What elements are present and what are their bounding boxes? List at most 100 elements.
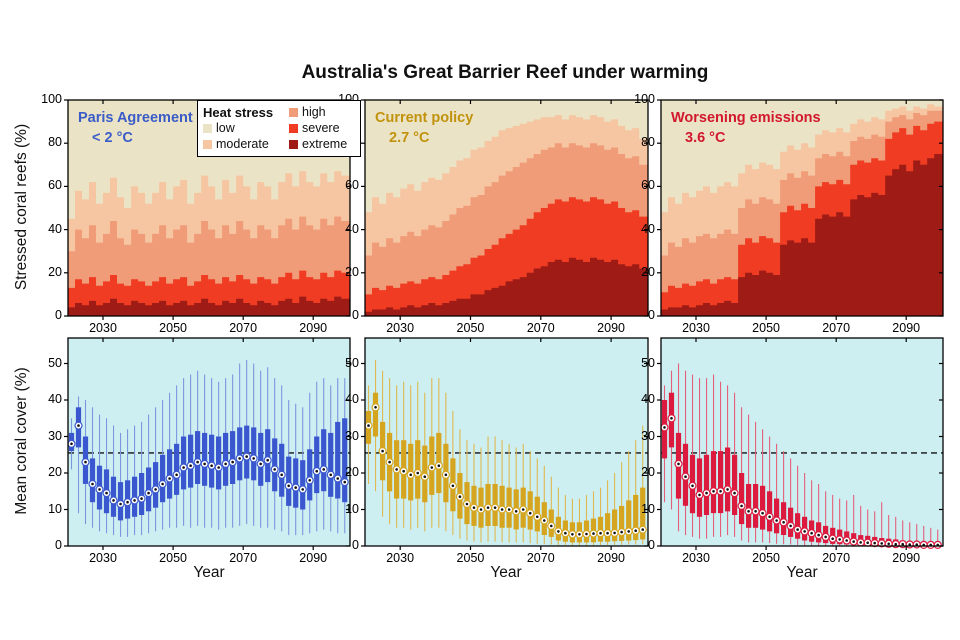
- iqr-box: [732, 454, 738, 515]
- median-dot: [182, 466, 185, 469]
- median-dot: [571, 533, 574, 536]
- y-tick-label: 60: [48, 178, 62, 193]
- y-tick-label: 0: [648, 308, 655, 322]
- x-tick-label: 2090: [299, 321, 328, 335]
- median-dot: [374, 406, 377, 409]
- moderate-swatch: [203, 139, 212, 149]
- median-dot: [592, 532, 595, 535]
- scenario-name: Worsening emissions: [671, 110, 821, 126]
- y-tick-label: 20: [48, 465, 62, 480]
- low-swatch: [203, 123, 212, 133]
- scenario-temp: < 2 °C: [92, 130, 133, 146]
- median-dot: [308, 479, 312, 482]
- y-tick-label: 0: [352, 538, 359, 552]
- median-dot: [691, 484, 694, 488]
- stressed-current-chart: [361, 99, 649, 320]
- median-dot: [740, 504, 743, 508]
- iqr-box: [258, 432, 264, 486]
- x-tick-label: 2030: [682, 321, 710, 335]
- y-axis-label-stressed: Stressed coral reefs (%): [13, 123, 30, 291]
- panel-border: [364, 99, 649, 317]
- median-dot: [894, 542, 898, 546]
- iqr-box: [612, 509, 618, 542]
- panel-border: [660, 337, 944, 547]
- median-dot: [175, 473, 178, 477]
- iqr-box: [153, 462, 159, 508]
- median-dot: [409, 473, 413, 477]
- median-dot: [231, 460, 234, 464]
- median-dot: [381, 449, 384, 453]
- median-dot: [838, 538, 841, 541]
- median-dot: [866, 541, 869, 544]
- median-dot: [70, 442, 73, 446]
- x-tick-label: 2050: [159, 551, 187, 565]
- y-tick-label: 30: [641, 428, 655, 443]
- y-tick-label: 0: [55, 538, 62, 552]
- y-tick-label: 40: [345, 221, 359, 236]
- median-dot: [301, 488, 305, 491]
- median-dot: [105, 491, 108, 495]
- x-tick-label: 2050: [159, 321, 187, 335]
- x-tick-label: 2070: [822, 321, 851, 335]
- y-tick-label: 60: [345, 178, 359, 193]
- cover-current-chart: [361, 337, 649, 550]
- y-tick-label: 100: [41, 92, 62, 106]
- scenario-name: Current policy: [375, 110, 474, 126]
- stressed-worsening-chart: [657, 99, 944, 320]
- median-dot: [887, 542, 891, 546]
- median-dot: [154, 488, 157, 491]
- median-dot: [388, 460, 391, 464]
- y-tick-label: 40: [641, 221, 655, 236]
- scenario-temp: 3.6 °C: [685, 130, 726, 146]
- y-tick-label: 20: [641, 465, 655, 480]
- median-dot: [458, 495, 462, 498]
- legend-item-severe: severe: [289, 120, 347, 136]
- y-tick-label: 10: [641, 501, 655, 516]
- iqr-box: [696, 458, 703, 517]
- median-dot: [322, 468, 326, 471]
- median-dot: [761, 511, 764, 515]
- median-dot: [641, 528, 645, 531]
- iqr-box: [202, 432, 208, 486]
- y-tick-label: 30: [345, 428, 359, 443]
- median-dot: [634, 529, 637, 532]
- y-tick-label: 20: [345, 465, 359, 480]
- iqr-box: [753, 484, 759, 528]
- median-dot: [852, 540, 855, 543]
- iqr-box: [314, 436, 320, 494]
- iqr-box: [272, 438, 278, 492]
- x-tick-label: 2030: [682, 551, 710, 565]
- median-dot: [315, 469, 319, 473]
- cover-worsening-chart: [657, 337, 944, 550]
- median-dot: [775, 519, 778, 522]
- y-tick-label: 80: [641, 135, 655, 150]
- x-tick-label: 2050: [752, 321, 780, 335]
- iqr-box: [230, 431, 236, 484]
- iqr-box: [633, 494, 639, 541]
- x-tick-label: 2050: [456, 321, 485, 335]
- iqr-box: [286, 456, 292, 506]
- median-dot: [133, 499, 136, 502]
- iqr-box: [307, 449, 313, 501]
- median-dot: [719, 490, 722, 493]
- legend-item-label: high: [302, 105, 326, 119]
- x-tick-label: 2070: [526, 551, 555, 565]
- median-dot: [535, 515, 539, 519]
- figure-title: Australia's Great Barrier Reef under war…: [301, 62, 709, 83]
- median-dot: [395, 468, 398, 471]
- legend-item-low: low: [203, 120, 289, 136]
- median-dot: [84, 460, 87, 464]
- median-dot: [613, 531, 616, 535]
- cover-paris-chart: [64, 337, 351, 550]
- iqr-box: [605, 513, 611, 542]
- median-dot: [901, 542, 905, 546]
- median-dot: [493, 506, 497, 509]
- legend-left-column: Heat stress low moderate: [203, 104, 289, 152]
- y-tick-label: 20: [48, 264, 62, 279]
- x-tick-label: 2050: [456, 551, 485, 565]
- y-tick-label: 100: [634, 92, 655, 106]
- median-dot: [550, 524, 553, 528]
- median-dot: [606, 531, 609, 535]
- median-dot: [726, 488, 729, 491]
